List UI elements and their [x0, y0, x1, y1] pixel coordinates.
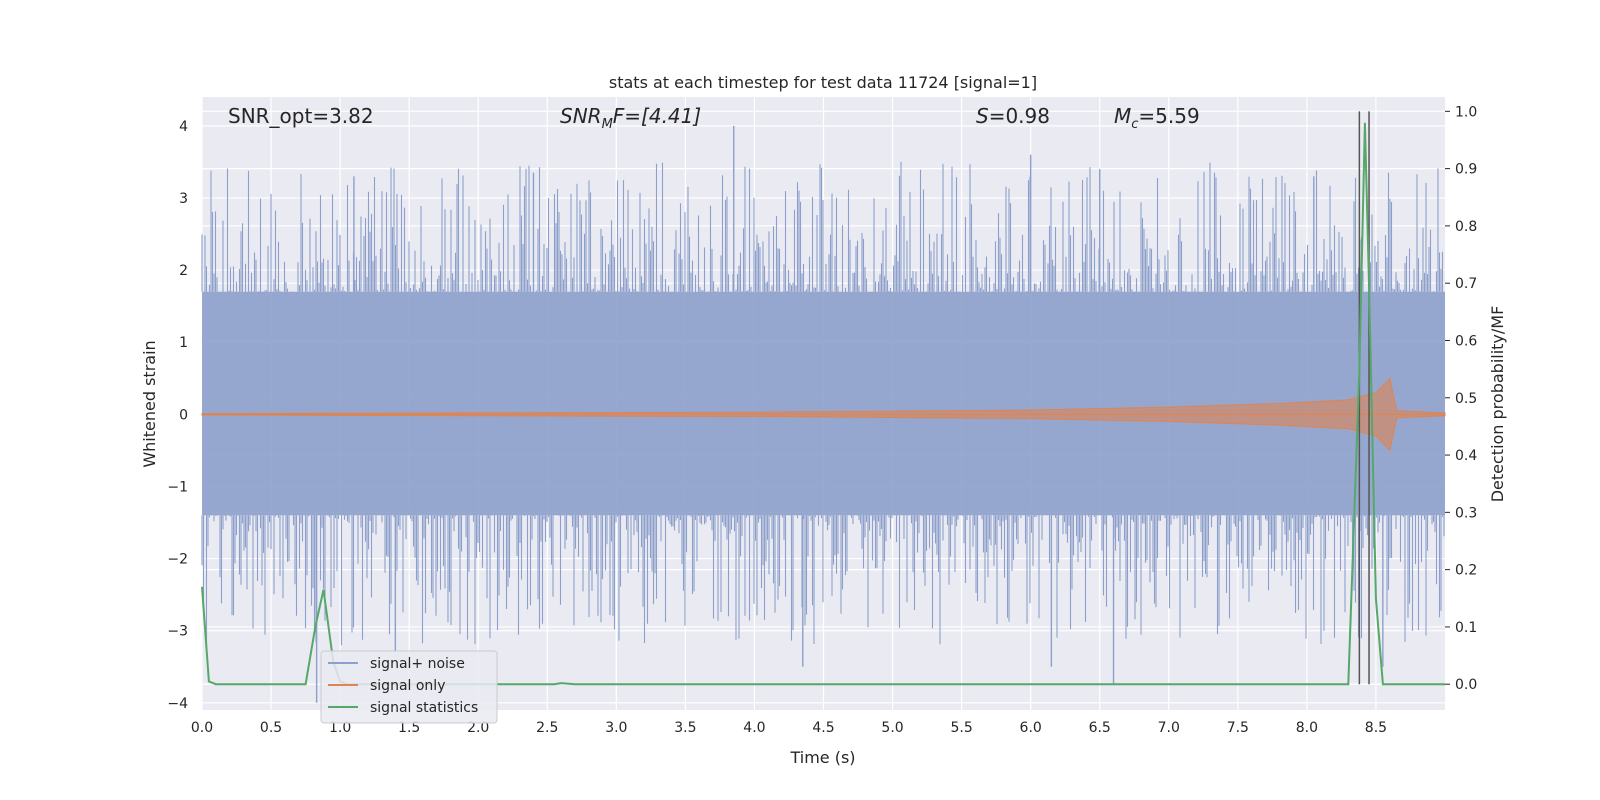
annotation-mc-sub: c	[1131, 117, 1138, 132]
annotation-mc-base: M	[1114, 104, 1131, 128]
y-left-tick-label: 0	[179, 407, 188, 423]
y-left-tick-label: 2	[179, 263, 188, 279]
x-tick-label: 8.5	[1365, 720, 1387, 736]
x-tick-label: 7.0	[1158, 720, 1180, 736]
x-axis: 0.0 0.5 1.0 1.5 2.0 2.5 3.0 3.5 4.0 4.5 5.0 5.5 6.0 6…	[191, 720, 1387, 736]
x-tick-label: 5.0	[881, 720, 903, 736]
x-tick-label: 3.0	[605, 720, 627, 736]
annotation-s-base: S	[976, 104, 989, 128]
y-right-tick-label: 0.2	[1455, 563, 1477, 579]
y-axis-right: 1.0 0.9 0.8 0.7 0.6 0.5 0.4 0.3 0.2 0.1 0.0	[1445, 104, 1477, 693]
annotation-s-rest: =0.98	[989, 104, 1050, 128]
y-left-tick-label: −2	[167, 552, 188, 568]
y-left-tick-label: −1	[167, 479, 188, 495]
y-right-tick-label: 0.3	[1455, 505, 1477, 521]
y-right-tick-label: 0.1	[1455, 620, 1477, 636]
y-right-tick-label: 0.9	[1455, 162, 1477, 178]
annotation-s: S=0.98	[976, 104, 1050, 128]
legend-box	[320, 650, 498, 724]
y-left-tick-label: 4	[179, 119, 188, 135]
x-tick-label: 6.0	[1020, 720, 1042, 736]
y-right-tick-label: 0.0	[1455, 677, 1477, 693]
x-tick-label: 6.5	[1089, 720, 1111, 736]
noise-spikes-upper	[201, 161, 1444, 292]
plot-area	[201, 111, 1446, 703]
y-left-tick-label: 3	[179, 191, 188, 207]
x-tick-label: 1.0	[329, 720, 351, 736]
y-left-tick-label: −4	[167, 696, 188, 712]
x-tick-label: 3.5	[674, 720, 696, 736]
legend-label-signal: signal only	[370, 678, 445, 694]
noise-spikes-lower	[201, 515, 1445, 646]
annotation-snr-mf: SNRMF=[4.41]	[560, 104, 701, 132]
legend-label-noise: signal+ noise	[370, 656, 465, 672]
x-tick-label: 0.0	[191, 720, 213, 736]
x-axis-label: Time (s)	[789, 748, 855, 767]
y-axis-right-label: Detection probability/MF	[1488, 306, 1507, 503]
annotation-mc: Mc=5.59	[1114, 104, 1200, 132]
y-axis-left: 4 3 2 1 0 −1 −2 −3 −4	[167, 119, 188, 712]
x-tick-label: 1.5	[398, 720, 420, 736]
x-tick-label: 2.5	[536, 720, 558, 736]
annotation-snr-mf-base: SNR	[560, 104, 602, 128]
y-left-tick-label: 1	[179, 335, 188, 351]
noise-band	[202, 291, 1445, 516]
y-right-tick-label: 1.0	[1455, 104, 1477, 120]
x-tick-label: 2.0	[467, 720, 489, 736]
x-tick-label: 7.5	[1227, 720, 1249, 736]
annotation-snr-mf-rest: F=[4.41]	[613, 104, 701, 128]
annotation-snr-mf-sub: M	[602, 117, 613, 132]
legend: signal+ noise signal only signal statist…	[320, 650, 498, 724]
y-right-tick-label: 0.5	[1455, 391, 1477, 407]
annotation-mc-rest: =5.59	[1138, 104, 1199, 128]
annotation-snr-opt: SNR_opt=3.82	[228, 104, 374, 128]
x-tick-label: 4.5	[812, 720, 834, 736]
x-tick-label: 0.5	[260, 720, 282, 736]
y-right-tick-label: 0.4	[1455, 448, 1477, 464]
x-tick-label: 4.0	[743, 720, 765, 736]
y-right-tick-label: 0.8	[1455, 219, 1477, 235]
y-axis-left-label: Whitened strain	[140, 340, 159, 467]
y-right-tick-label: 0.6	[1455, 333, 1477, 349]
chart-title: stats at each timestep for test data 117…	[609, 73, 1037, 92]
legend-label-statistics: signal statistics	[370, 700, 478, 716]
x-tick-label: 8.0	[1296, 720, 1318, 736]
x-tick-label: 5.5	[950, 720, 972, 736]
y-left-tick-label: −3	[167, 624, 188, 640]
y-right-tick-label: 0.7	[1455, 276, 1477, 292]
